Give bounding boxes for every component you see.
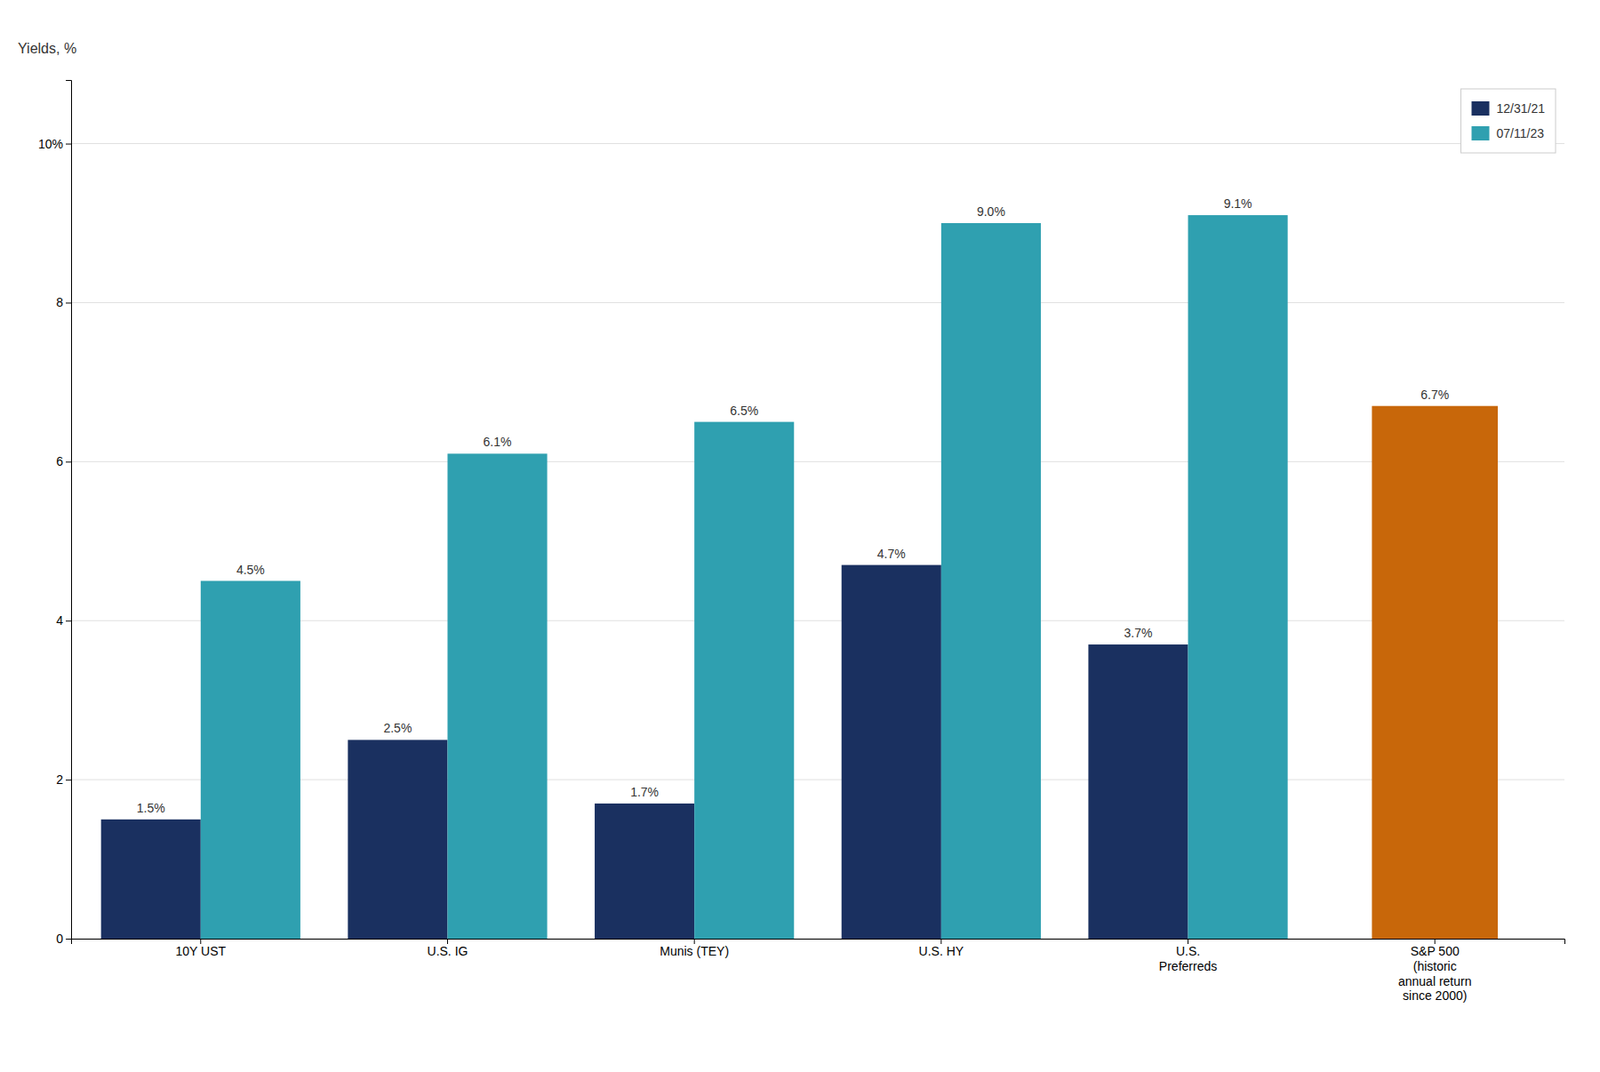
- data-labels: 1.5% 4.5% 2.5% 6.1% 1.7% 6.5% 4.7% 9.0% 3.7% 9.1%…: [136, 196, 1449, 816]
- x-tick-label-line: Preferreds: [1159, 959, 1217, 974]
- x-tick: U.S. IG: [427, 938, 469, 959]
- x-tick-label-line: annual return: [1398, 974, 1472, 989]
- data-label: 3.7%: [1124, 625, 1153, 640]
- data-label: 6.5%: [729, 403, 759, 418]
- y-tick-mark: [65, 938, 72, 940]
- grid-line: [71, 143, 1565, 144]
- data-label: 4.5%: [236, 562, 265, 577]
- y-axis: 0 2 4 6 8 10%: [38, 80, 72, 946]
- x-tick-label-line: Munis (TEY): [659, 944, 729, 959]
- data-label: 1.5%: [136, 800, 166, 816]
- x-tick: Munis (TEY): [659, 938, 729, 959]
- x-tick-label-line: U.S.: [1176, 944, 1200, 959]
- legend-label: 07/11/23: [1496, 126, 1545, 141]
- grid-line: [71, 302, 1565, 304]
- x-axis-line: [72, 939, 1566, 945]
- y-tick: 0: [56, 931, 72, 946]
- y-tick-label: 0: [56, 931, 64, 946]
- grid-line: [71, 461, 1565, 463]
- x-tick: 10Y UST: [176, 938, 227, 959]
- x-tick-label-line: U.S. HY: [919, 944, 965, 959]
- x-axis: 10Y UST U.S. IG Munis (TEY) U.S. HY U.S.Pref…: [72, 938, 1566, 1003]
- bar: [941, 223, 1041, 939]
- bar: [594, 803, 695, 939]
- x-tick-label-line: U.S. IG: [427, 944, 469, 959]
- x-tick-label-line: S&P 500: [1410, 944, 1460, 959]
- y-tick: 10%: [38, 136, 72, 152]
- x-tick: U.S.Preferreds: [1159, 938, 1217, 974]
- x-tick-label: U.S. IG: [427, 944, 469, 959]
- y-tick-mark: [65, 144, 72, 145]
- y-tick: 8: [56, 295, 72, 310]
- y-tick-mark: [65, 779, 72, 781]
- data-label: 1.7%: [630, 784, 659, 800]
- y-tick-mark: [65, 620, 72, 622]
- chart: 0 2 4 6 8 10% 10Y UST U.S. IG Munis (TEY) U.S. HY…: [0, 0, 1600, 1072]
- y-tick-mark: [65, 302, 72, 304]
- bar: [347, 739, 448, 939]
- y-tick-label: 2: [56, 772, 64, 787]
- x-tick-label-line: since 2000): [1402, 988, 1467, 1003]
- x-tick-label-line: 10Y UST: [176, 944, 227, 959]
- bar: [1188, 215, 1288, 939]
- bars: [101, 215, 1498, 939]
- y-axis-label: Yields, %: [17, 40, 77, 56]
- x-tick-label: 10Y UST: [176, 944, 227, 959]
- legend-label: 12/31/21: [1496, 101, 1546, 116]
- y-axis-line: [65, 80, 72, 940]
- legend-frame: [1461, 88, 1557, 153]
- data-label: 9.0%: [976, 204, 1006, 219]
- y-tick: 4: [56, 613, 72, 628]
- legend-swatch: [1472, 101, 1490, 116]
- data-label: 9.1%: [1224, 196, 1253, 211]
- data-label: 2.5%: [383, 720, 412, 736]
- bar: [200, 581, 301, 940]
- plot: 0 2 4 6 8 10% 10Y UST U.S. IG Munis (TEY) U.S. HY…: [17, 40, 1566, 1003]
- legend-swatch: [1472, 126, 1490, 141]
- bar: [694, 422, 794, 939]
- y-tick-label: 6: [56, 454, 64, 469]
- bar: [101, 819, 201, 939]
- bar: [1371, 406, 1498, 939]
- legend-item: 07/11/23: [1472, 126, 1545, 141]
- x-tick-label: U.S.Preferreds: [1159, 944, 1217, 974]
- x-tick-label: U.S. HY: [919, 944, 965, 959]
- y-tick-label: 10%: [38, 136, 64, 152]
- data-label: 4.7%: [877, 546, 906, 561]
- data-label: 6.7%: [1420, 387, 1449, 402]
- y-tick-label: 4: [56, 613, 64, 628]
- grid: [71, 144, 1565, 939]
- bar: [447, 453, 547, 939]
- x-tick: U.S. HY: [919, 938, 965, 959]
- y-tick: 2: [56, 772, 72, 787]
- x-tick-label: Munis (TEY): [659, 944, 729, 959]
- y-tick: 6: [56, 454, 72, 469]
- y-tick-mark: [65, 461, 72, 463]
- bar: [1088, 644, 1188, 939]
- bar: [841, 565, 942, 939]
- x-tick: S&P 500(historicannual returnsince 2000): [1398, 938, 1472, 1003]
- x-tick-label-line: (historic: [1413, 959, 1457, 974]
- data-label: 6.1%: [483, 434, 512, 449]
- y-tick-label: 8: [56, 295, 64, 310]
- legend: 12/31/21 07/11/23: [1461, 88, 1557, 153]
- x-tick-label: S&P 500(historicannual returnsince 2000): [1398, 944, 1472, 1003]
- legend-item: 12/31/21: [1472, 101, 1546, 116]
